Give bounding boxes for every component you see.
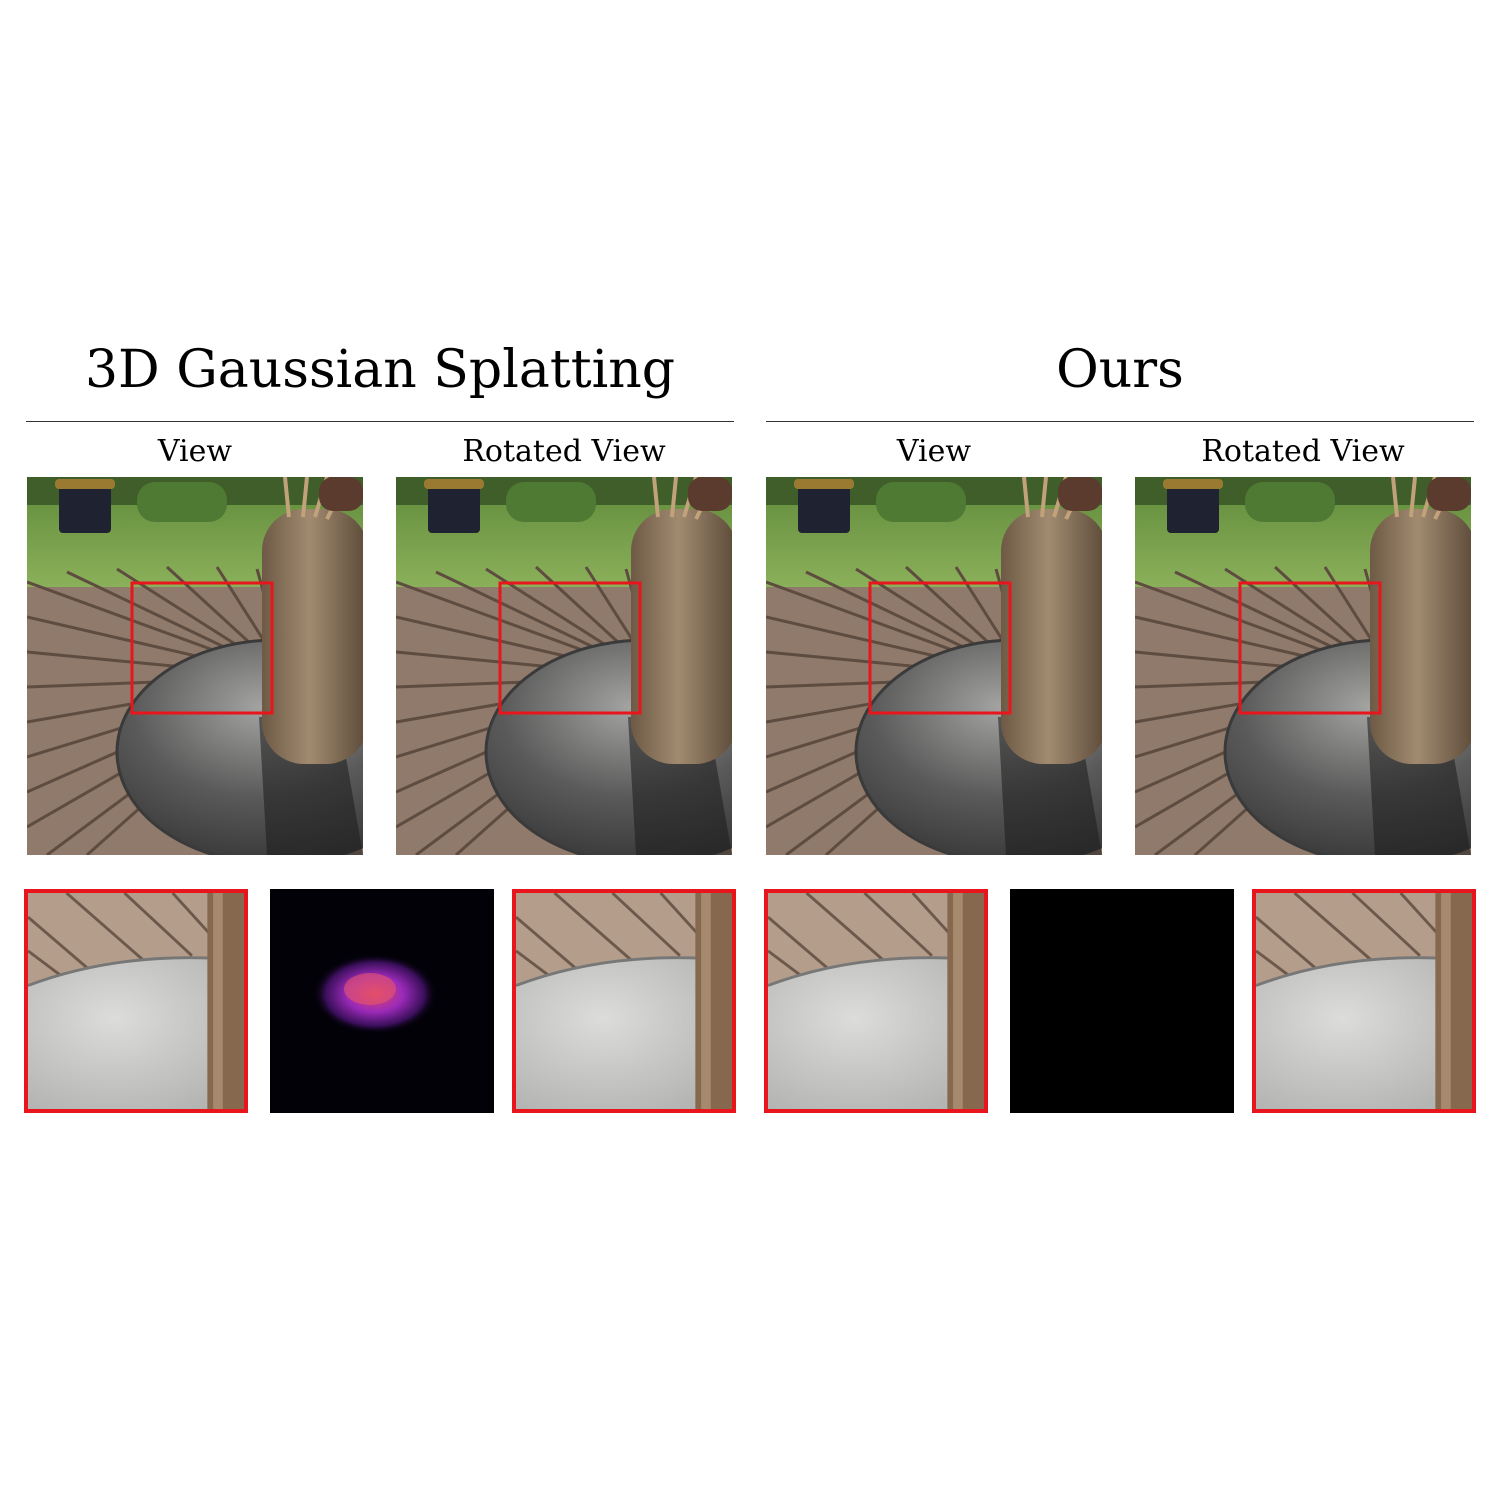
image-3dgs-rotated-view <box>396 477 732 855</box>
subtitle-ours-rotated-view: Rotated View <box>1201 434 1405 469</box>
image-ours-view <box>766 477 1102 855</box>
highlight-box <box>1238 581 1382 715</box>
error-map-3dgs <box>270 889 494 1113</box>
subtitle-3dgs-view: View <box>157 434 233 469</box>
subtitle-3dgs-rotated-view: Rotated View <box>462 434 666 469</box>
group-title-3dgs: 3D Gaussian Splatting <box>84 340 676 400</box>
crop-ours-rotated-view <box>1252 889 1476 1113</box>
error-map-ours <box>1010 889 1234 1113</box>
highlight-box <box>130 581 274 715</box>
group-title-ours: Ours <box>1056 340 1184 400</box>
image-3dgs-view <box>27 477 363 855</box>
crop-ours-view <box>764 889 988 1113</box>
image-ours-rotated-view <box>1135 477 1471 855</box>
crop-3dgs-rotated-view <box>512 889 736 1113</box>
subtitle-ours-view: View <box>896 434 972 469</box>
crop-3dgs-view <box>24 889 248 1113</box>
highlight-box <box>868 581 1012 715</box>
group-rule-3dgs <box>26 421 734 422</box>
group-rule-ours <box>766 421 1474 422</box>
highlight-box <box>498 581 642 715</box>
